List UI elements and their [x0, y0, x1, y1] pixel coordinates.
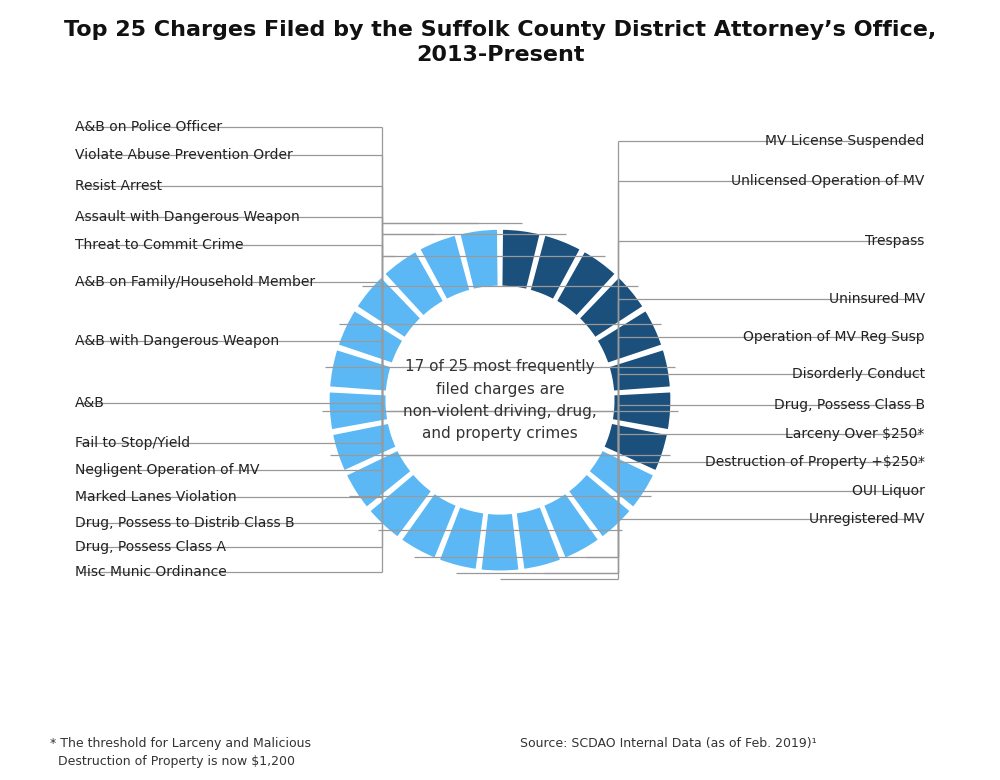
Wedge shape	[369, 473, 432, 538]
Wedge shape	[596, 310, 663, 364]
Wedge shape	[332, 423, 397, 472]
Wedge shape	[588, 449, 654, 508]
Text: * The threshold for Larceny and Malicious
  Destruction of Property is now $1,20: * The threshold for Larceny and Maliciou…	[50, 737, 311, 768]
Wedge shape	[608, 349, 671, 392]
Text: Violate Abuse Prevention Order: Violate Abuse Prevention Order	[75, 147, 293, 161]
Wedge shape	[578, 276, 644, 339]
Wedge shape	[529, 234, 581, 300]
Text: Negligent Operation of MV: Negligent Operation of MV	[75, 463, 260, 477]
Wedge shape	[419, 234, 471, 300]
Text: Operation of MV Reg Susp: Operation of MV Reg Susp	[743, 330, 925, 344]
Wedge shape	[501, 229, 541, 290]
Wedge shape	[603, 423, 668, 472]
Wedge shape	[556, 250, 616, 317]
Text: Unlicensed Operation of MV: Unlicensed Operation of MV	[731, 174, 925, 188]
Text: Uninsured MV: Uninsured MV	[829, 292, 925, 306]
Wedge shape	[356, 276, 422, 339]
Text: Resist Arrest: Resist Arrest	[75, 179, 162, 193]
Text: Fail to Stop/Yield: Fail to Stop/Yield	[75, 436, 190, 450]
Text: A&B on Family/Household Member: A&B on Family/Household Member	[75, 275, 315, 289]
Text: Drug, Possess Class A: Drug, Possess Class A	[75, 541, 226, 555]
Text: OUI Liquor: OUI Liquor	[852, 484, 925, 498]
Text: Marked Lanes Violation: Marked Lanes Violation	[75, 490, 237, 504]
Wedge shape	[337, 310, 404, 364]
Text: Threat to Commit Crime: Threat to Commit Crime	[75, 239, 244, 253]
Text: Destruction of Property +$250*: Destruction of Property +$250*	[705, 455, 925, 469]
Text: Misc Munic Ordinance: Misc Munic Ordinance	[75, 565, 227, 579]
Wedge shape	[346, 449, 412, 508]
Wedge shape	[439, 506, 485, 570]
Wedge shape	[611, 391, 672, 431]
Text: Larceny Over $250*: Larceny Over $250*	[785, 427, 925, 441]
Wedge shape	[328, 391, 389, 431]
Text: A&B: A&B	[75, 396, 105, 410]
Text: A&B with Dangerous Weapon: A&B with Dangerous Weapon	[75, 335, 279, 349]
Wedge shape	[459, 229, 499, 290]
Wedge shape	[568, 473, 631, 538]
Text: Unregistered MV: Unregistered MV	[809, 512, 925, 526]
Text: Source: SCDAO Internal Data (as of Feb. 2019)¹: Source: SCDAO Internal Data (as of Feb. …	[520, 737, 817, 750]
Text: MV License Suspended: MV License Suspended	[765, 134, 925, 148]
Wedge shape	[401, 492, 457, 559]
Wedge shape	[515, 506, 561, 570]
Wedge shape	[480, 512, 520, 572]
Text: Top 25 Charges Filed by the Suffolk County District Attorney’s Office,
2013-Pres: Top 25 Charges Filed by the Suffolk Coun…	[64, 20, 936, 65]
Text: Trespass: Trespass	[865, 233, 925, 247]
Text: Drug, Possess to Distrib Class B: Drug, Possess to Distrib Class B	[75, 516, 295, 530]
Wedge shape	[384, 250, 444, 317]
Text: A&B on Police Officer: A&B on Police Officer	[75, 120, 222, 134]
Text: Drug, Possess Class B: Drug, Possess Class B	[774, 399, 925, 413]
Text: Disorderly Conduct: Disorderly Conduct	[792, 367, 925, 381]
Wedge shape	[543, 492, 599, 559]
Text: 17 of 25 most frequently
filed charges are
non-violent driving, drug,
and proper: 17 of 25 most frequently filed charges a…	[403, 360, 597, 441]
Text: Assault with Dangerous Weapon: Assault with Dangerous Weapon	[75, 210, 300, 224]
Wedge shape	[329, 349, 392, 392]
